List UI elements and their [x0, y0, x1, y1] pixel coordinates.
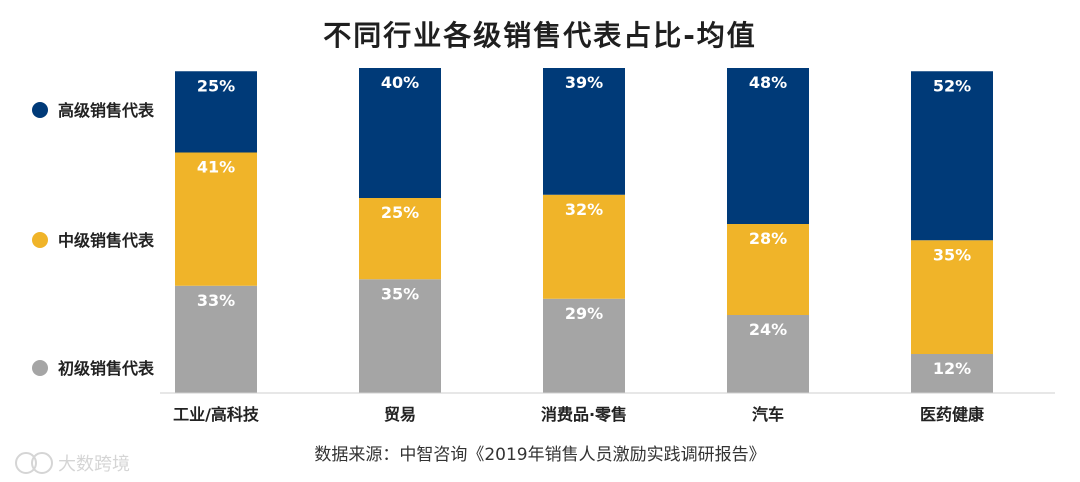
x-tick-label: 工业/高科技 [173, 405, 260, 424]
data-label: 40% [381, 73, 419, 92]
data-label: 35% [933, 245, 971, 264]
bars-layer: 33% 41% 25% 35% 25% 40% 29% 32% 39% 24% 28% 48% 12% 3… [175, 68, 993, 393]
data-label: 35% [381, 284, 419, 303]
data-label: 29% [565, 304, 603, 323]
bar-segment-mid-1 [359, 198, 441, 280]
legend-marker [32, 102, 48, 118]
watermark-text: 大数跨境 [58, 454, 130, 475]
data-label: 12% [933, 359, 971, 378]
x-tick-label: 医药健康 [920, 405, 985, 424]
data-label: 48% [749, 73, 787, 92]
bar-segment-mid-4 [911, 240, 993, 354]
x-tick-label: 汽车 [752, 405, 784, 424]
bar-segment-senior-3 [727, 68, 809, 224]
data-label: 32% [565, 200, 603, 219]
bar-segment-junior-0 [175, 285, 257, 393]
data-label: 28% [749, 229, 787, 248]
data-label: 52% [933, 76, 971, 95]
bar-segment-senior-2 [543, 68, 625, 195]
bar-segment-junior-1 [359, 279, 441, 393]
data-label: 41% [197, 158, 235, 177]
legend-label: 中级销售代表 [58, 231, 155, 250]
data-label: 33% [197, 291, 235, 310]
bar-segment-senior-4 [911, 71, 993, 241]
bar-segment-senior-0 [175, 71, 257, 153]
bar-segment-mid-2 [543, 194, 625, 299]
bar-segment-junior-4 [911, 354, 993, 393]
watermark: 大数跨境 [12, 448, 152, 478]
legend-marker [32, 360, 48, 376]
legend-marker [32, 232, 48, 248]
source-note: 数据来源：中智咨询《2019年销售人员激励实践调研报告》 [314, 445, 766, 465]
bar-segment-junior-3 [727, 315, 809, 393]
bar-segment-junior-2 [543, 298, 625, 393]
data-label: 24% [749, 320, 787, 339]
data-label: 39% [565, 73, 603, 92]
x-tick-labels: 工业/高科技 贸易 消费品·零售 汽车 医药健康 [173, 405, 985, 424]
bar-segment-senior-1 [359, 68, 441, 198]
chart-title: 不同行业各级销售代表占比-均值 [323, 19, 757, 52]
bar-segment-mid-0 [175, 152, 257, 286]
legend-label: 高级销售代表 [58, 101, 155, 120]
bar-segment-mid-3 [727, 224, 809, 315]
data-label: 25% [381, 203, 419, 222]
x-tick-label: 贸易 [384, 405, 416, 424]
x-tick-label: 消费品·零售 [541, 405, 627, 424]
legend-label: 初级销售代表 [58, 359, 155, 378]
data-label: 25% [197, 76, 235, 95]
